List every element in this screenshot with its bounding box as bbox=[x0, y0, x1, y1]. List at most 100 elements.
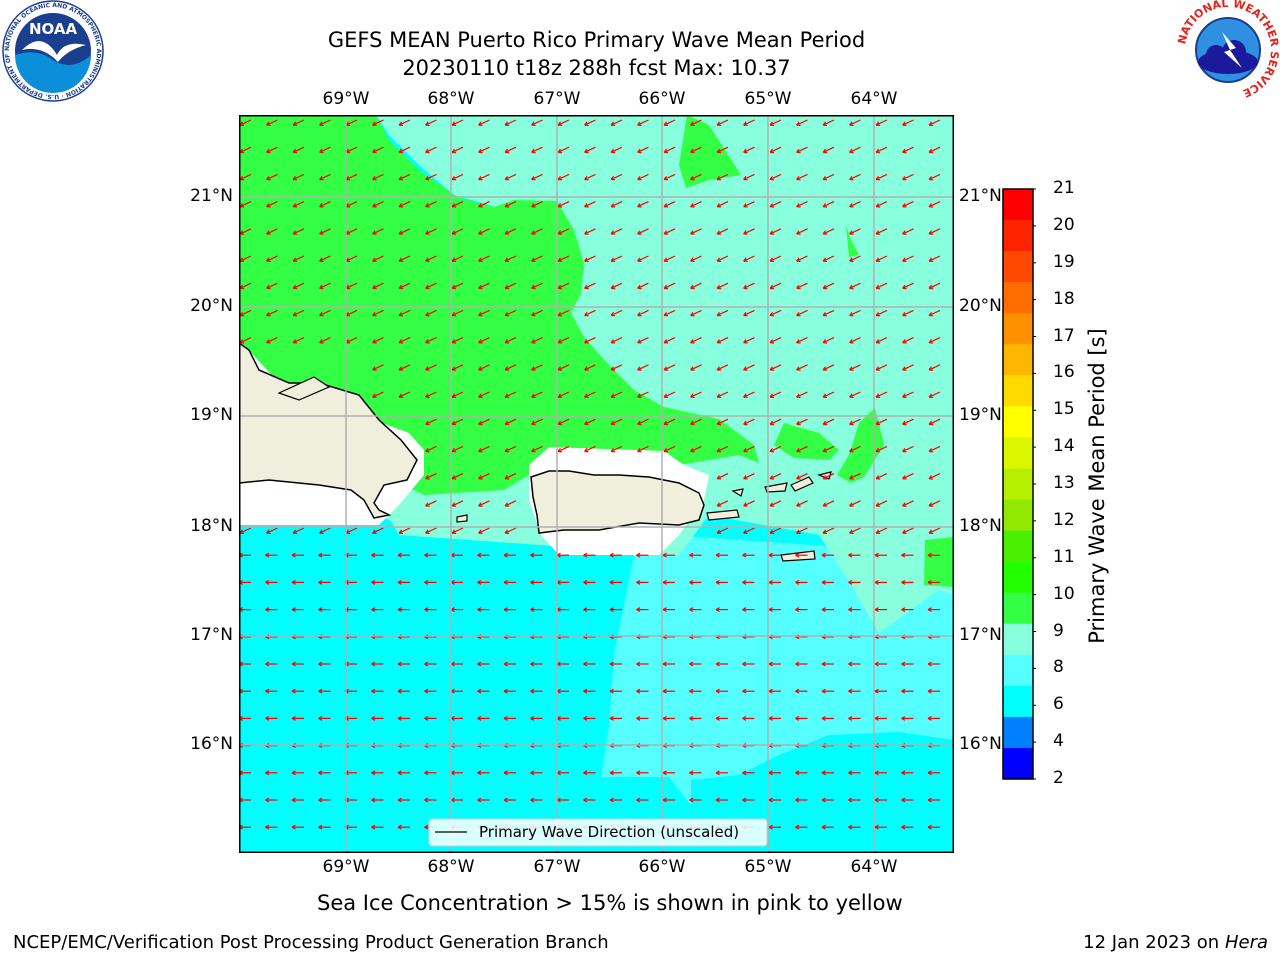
wave-arrow-head bbox=[504, 475, 510, 480]
wave-arrow-head bbox=[318, 661, 323, 667]
wave-arrow-head bbox=[796, 502, 801, 507]
wave-arrow-head bbox=[743, 366, 748, 371]
lon-label-bottom: 69°W bbox=[322, 857, 370, 877]
wave-arrow-head bbox=[398, 203, 404, 208]
wave-arrow bbox=[425, 309, 437, 317]
wave-arrow bbox=[796, 255, 808, 262]
wave-arrow-head bbox=[849, 121, 854, 126]
wave-arrow bbox=[637, 391, 649, 398]
wave-arrow-head bbox=[901, 661, 906, 667]
wave-arrow bbox=[239, 337, 252, 344]
wave-arrow-head bbox=[265, 770, 270, 776]
wave-arrow-head bbox=[636, 607, 641, 613]
wave-arrow-head bbox=[928, 339, 934, 344]
wave-arrow bbox=[531, 173, 543, 181]
wave-arrow bbox=[796, 364, 808, 371]
wave-arrow-head bbox=[398, 257, 404, 262]
wave-arrow bbox=[902, 228, 914, 235]
wave-arrow-head bbox=[398, 366, 404, 371]
wave-arrow bbox=[345, 146, 358, 153]
wave-arrow-head bbox=[662, 770, 667, 776]
wave-arrow bbox=[504, 418, 517, 425]
wave-arrow-head bbox=[663, 393, 669, 398]
wave-arrow-head bbox=[849, 502, 854, 507]
wave-arrow-head bbox=[292, 230, 298, 235]
wave-arrow-head bbox=[398, 311, 404, 317]
wave-arrow-head bbox=[477, 661, 482, 667]
wave-arrow-head bbox=[769, 366, 775, 371]
wave-arrow-head bbox=[291, 688, 296, 694]
wave-arrow-head bbox=[291, 797, 296, 803]
wave-arrow-head bbox=[743, 447, 748, 453]
wave-arrow bbox=[239, 282, 252, 289]
wave-arrow-head bbox=[796, 203, 801, 208]
wave-arrow bbox=[875, 119, 888, 126]
wave-arrow-head bbox=[371, 770, 376, 776]
wave-arrow bbox=[584, 391, 596, 398]
wave-arrow-head bbox=[265, 797, 270, 803]
wave-arrow-head bbox=[451, 175, 457, 181]
wave-arrow-head bbox=[928, 203, 934, 208]
wave-arrow bbox=[928, 255, 941, 262]
wave-arrow bbox=[398, 282, 411, 289]
wave-arrow bbox=[319, 527, 331, 534]
lat-label-right: 21°N bbox=[959, 186, 1002, 206]
wave-arrow-head bbox=[875, 175, 881, 181]
wave-arrow-head bbox=[796, 175, 801, 181]
island-land bbox=[790, 476, 814, 492]
wave-arrow-head bbox=[927, 579, 932, 585]
wave-arrow-head bbox=[266, 311, 271, 317]
wave-arrow bbox=[928, 500, 941, 507]
wave-arrow-head bbox=[743, 475, 748, 480]
wave-arrow-head bbox=[849, 393, 854, 398]
wave-arrow-head bbox=[716, 529, 722, 534]
wave-arrow-head bbox=[874, 770, 879, 776]
wave-arrow-head bbox=[662, 688, 667, 694]
wave-arrow bbox=[743, 173, 755, 181]
wave-arrow-head bbox=[424, 797, 429, 803]
wave-arrow-head bbox=[292, 257, 298, 262]
lon-label-top: 68°W bbox=[427, 89, 475, 109]
wave-arrow bbox=[849, 391, 861, 398]
colorbar-tick-label: 2 bbox=[1053, 768, 1064, 788]
wave-arrow bbox=[504, 445, 517, 453]
wave-arrow-head bbox=[478, 447, 483, 453]
wave-arrow-head bbox=[662, 607, 667, 613]
colorbar-segment bbox=[1003, 592, 1033, 625]
wave-arrow bbox=[531, 391, 543, 398]
wave-arrow bbox=[239, 309, 252, 317]
wave-arrow-head bbox=[927, 770, 932, 776]
wave-arrow bbox=[796, 500, 808, 507]
wave-arrow-head bbox=[769, 121, 775, 126]
wave-arrow-head bbox=[901, 715, 906, 721]
wave-arrow bbox=[716, 173, 729, 181]
wave-arrow bbox=[451, 146, 464, 153]
lat-label-right: 19°N bbox=[959, 405, 1002, 425]
wave-arrow-head bbox=[927, 607, 932, 613]
wave-arrow bbox=[239, 146, 252, 153]
wave-period-map: Primary Wave Direction (unscaled) bbox=[239, 115, 954, 853]
wave-arrow-head bbox=[689, 579, 694, 585]
wave-arrow bbox=[716, 337, 729, 344]
wave-arrow bbox=[557, 418, 570, 425]
wave-arrow-head bbox=[531, 203, 536, 208]
wave-arrow-head bbox=[637, 175, 642, 181]
wave-arrow-head bbox=[689, 661, 694, 667]
wave-arrow-head bbox=[291, 715, 296, 721]
wave-arrow-head bbox=[716, 121, 722, 126]
wave-arrow bbox=[398, 527, 411, 534]
wave-arrow-head bbox=[662, 715, 667, 721]
wave-arrow-head bbox=[875, 529, 881, 534]
wave-arrow-head bbox=[425, 339, 430, 344]
wave-arrow bbox=[319, 119, 331, 126]
wave-arrow-head bbox=[637, 447, 642, 453]
lon-label-bottom: 64°W bbox=[850, 857, 898, 877]
wave-arrow-head bbox=[928, 366, 934, 371]
wave-arrow-head bbox=[874, 797, 879, 803]
lat-label-right: 16°N bbox=[959, 734, 1002, 754]
wave-arrow bbox=[902, 527, 914, 534]
wave-arrow bbox=[610, 228, 623, 235]
wave-arrow-head bbox=[689, 797, 694, 803]
wave-arrow bbox=[822, 445, 835, 453]
wave-arrow-head bbox=[743, 393, 748, 398]
